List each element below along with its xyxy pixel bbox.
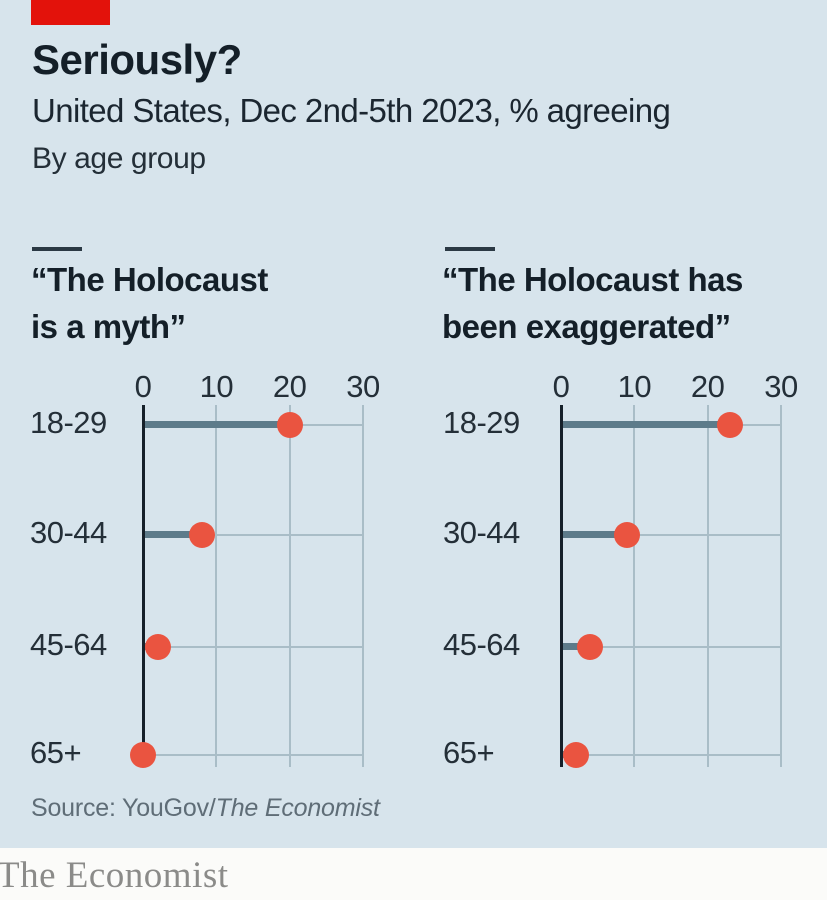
category-label: 30-44: [443, 515, 520, 550]
gridline-row: [561, 646, 781, 648]
category-label: 45-64: [30, 627, 107, 662]
gridline-row: [143, 646, 363, 648]
gridline-row: [143, 754, 363, 756]
gridline-row: [561, 534, 781, 536]
x-tick-label: 0: [134, 369, 152, 404]
economist-logo: The Economist: [0, 855, 229, 896]
data-point: [276, 412, 303, 438]
x-tick-label: 30: [346, 369, 380, 404]
category-label: 45-64: [443, 627, 520, 662]
gridline-vertical: [215, 405, 218, 767]
footer-strip: The Economist: [0, 848, 827, 900]
value-bar: [143, 421, 290, 428]
page-subtitle: United States, Dec 2nd-5th 2023, % agree…: [32, 92, 671, 129]
plot-area-right: 0 10 20 30 18-29 30-44 45-64 65+: [443, 369, 798, 770]
source-prefix: Source: YouGov/: [31, 794, 216, 822]
value-bar: [561, 531, 627, 538]
data-point: [562, 742, 589, 768]
source-note: Source: YouGov/The Economist: [31, 794, 380, 823]
data-point: [716, 412, 743, 438]
value-bar: [143, 531, 202, 538]
chart-tick-rule-left: [32, 247, 82, 251]
data-point: [577, 634, 604, 660]
plot-area-left: 0 10 20 30 18-29 30-44 45-64 65+: [30, 369, 380, 770]
x-tick-label: 20: [272, 369, 307, 404]
category-label: 65+: [443, 735, 495, 770]
gridline-row: [143, 534, 363, 536]
group-note: By age group: [32, 142, 206, 175]
x-tick-label: 10: [199, 369, 234, 404]
y-axis-line: [142, 405, 145, 767]
chart-title-right: “The Holocaust has been exaggerated”: [442, 261, 743, 345]
data-point: [614, 522, 640, 548]
x-tick-label: 30: [764, 369, 798, 404]
x-tick-label: 0: [552, 369, 570, 404]
gridline-vertical: [706, 405, 709, 767]
data-point: [188, 522, 215, 548]
category-label: 65+: [30, 735, 82, 770]
data-point: [130, 742, 156, 768]
gridline-vertical: [633, 405, 636, 767]
gridline-vertical: [288, 405, 291, 767]
page-title: Seriously?: [32, 36, 242, 83]
chart-title-left: “The Holocaust is a myth”: [31, 261, 268, 345]
y-axis-line: [560, 405, 563, 767]
chart-tick-rule-right: [445, 247, 495, 251]
source-publication: The Economist: [215, 794, 380, 822]
data-point: [144, 634, 171, 660]
gridline-row: [561, 754, 781, 756]
value-bar: [561, 421, 730, 428]
category-label: 30-44: [30, 515, 107, 550]
x-tick-label: 20: [690, 369, 725, 404]
category-label: 18-29: [30, 405, 107, 440]
gridline-vertical: [780, 405, 782, 767]
x-tick-label: 10: [617, 369, 652, 404]
category-label: 18-29: [443, 405, 520, 440]
gridline-vertical: [362, 405, 364, 767]
value-bar: [561, 643, 591, 650]
economist-red-tab: [31, 0, 110, 25]
